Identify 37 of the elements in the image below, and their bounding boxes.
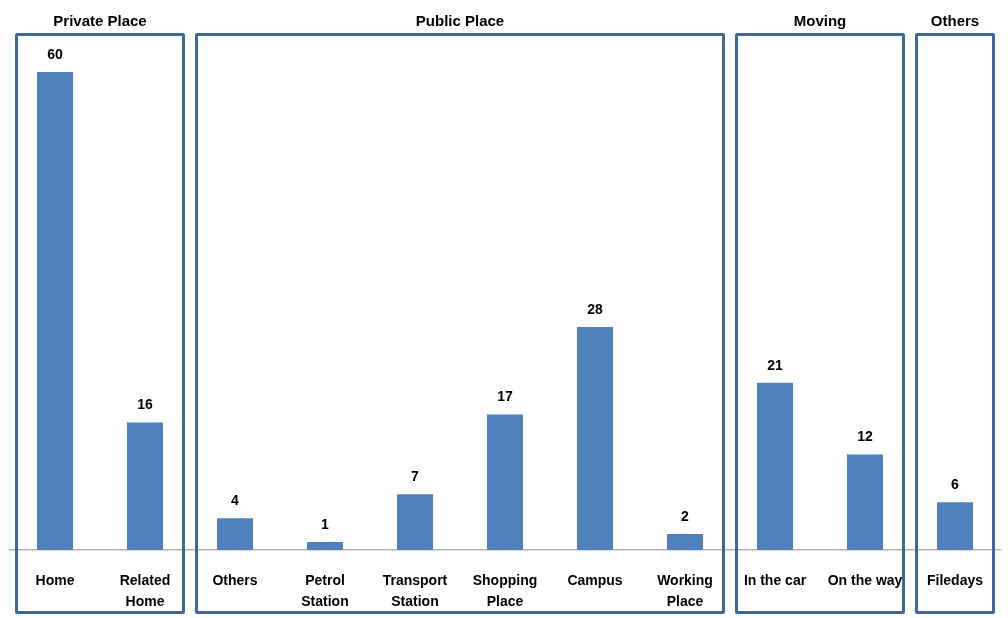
data-label: 16 [137, 396, 153, 413]
data-label: 60 [47, 45, 63, 62]
bar [217, 518, 253, 550]
x-tick-label: Campus [567, 571, 623, 588]
data-label: 6 [951, 476, 960, 493]
data-label: 12 [857, 428, 873, 445]
x-tick-label: In the car [743, 571, 807, 588]
text: Others [930, 12, 980, 30]
x-tick-label: Working Place [657, 571, 713, 610]
bar [667, 534, 703, 550]
bar [937, 502, 973, 550]
text: Moving [793, 12, 847, 30]
x-tick-label: Shopping Place [472, 571, 538, 610]
text: Private Place [53, 12, 147, 30]
data-label: 7 [411, 468, 420, 485]
data-label: 28 [587, 300, 603, 317]
data-label: 21 [767, 356, 783, 373]
bar [37, 72, 73, 550]
bar [487, 414, 523, 550]
bar [397, 494, 433, 550]
data-label: 4 [231, 491, 240, 508]
data-label: 2 [681, 507, 690, 524]
x-tick-label: Home [35, 571, 75, 588]
bar [847, 454, 883, 550]
x-tick-label: Related Home [119, 571, 171, 610]
bar [307, 542, 343, 550]
x-tick-label: Petrol Station [301, 571, 349, 610]
bar [757, 382, 793, 550]
x-tick-label: Filedays [926, 571, 984, 588]
x-tick-label: Others [212, 571, 258, 588]
text: Public Place [415, 12, 505, 30]
bar [127, 422, 163, 550]
data-label: 1 [321, 515, 330, 532]
data-label: 17 [497, 388, 513, 405]
x-tick-label: Transport Station [382, 571, 448, 610]
bar [577, 326, 613, 550]
x-tick-label: On the way [827, 571, 903, 588]
